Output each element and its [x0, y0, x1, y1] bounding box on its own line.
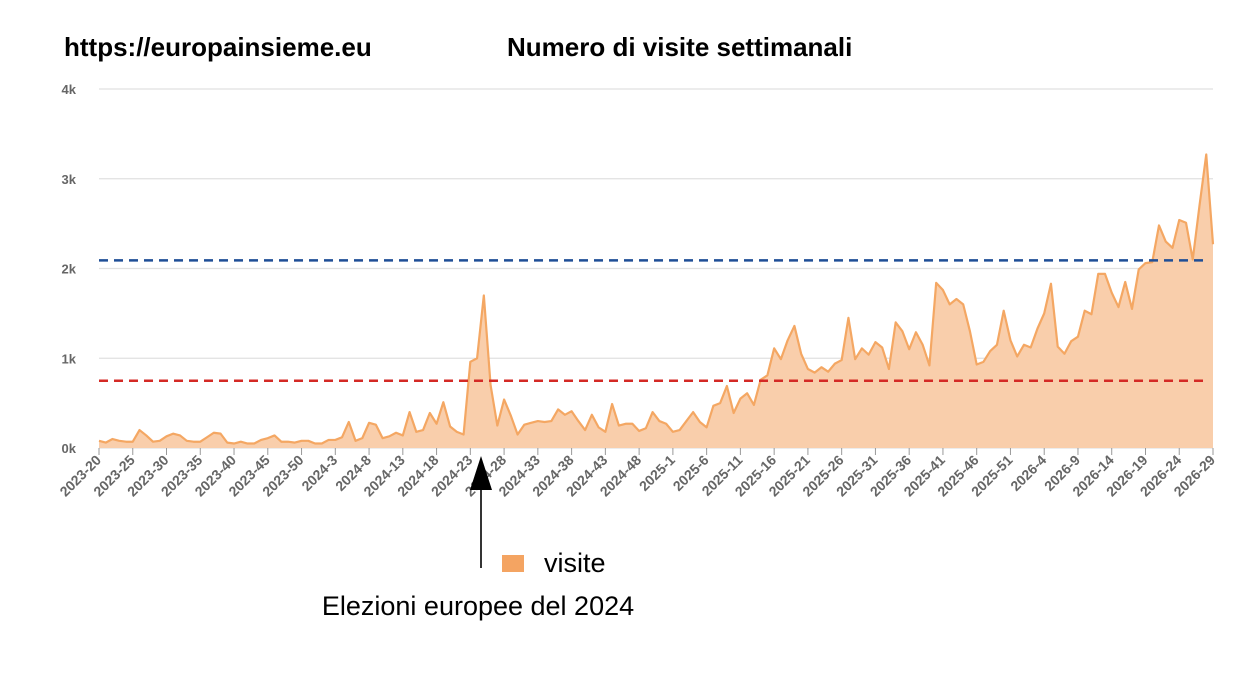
y-axis-ticks: 0k 1k 2k 3k 4k: [62, 82, 77, 456]
y-tick-label: 4k: [62, 82, 77, 97]
election-annotation: Elezioni europee del 2024: [321, 591, 635, 621]
visite-line: [98, 153, 1215, 445]
site-url: https://europainsieme.eu: [64, 32, 372, 62]
x-tick-label: 2024-3: [298, 452, 340, 494]
reference-lines: [99, 259, 1207, 382]
chart-title: Numero di visite settimanali: [507, 32, 853, 62]
visite-area: [99, 154, 1213, 448]
arrow-head-icon: [470, 456, 492, 490]
y-tick-label: 2k: [62, 262, 77, 277]
x-tick-label: 2026-4: [1007, 452, 1049, 494]
x-axis-ticks: 2023-202023-252023-302023-352023-402023-…: [56, 448, 1218, 499]
legend-label: visite: [544, 548, 606, 578]
election-arrow: [470, 456, 492, 568]
y-tick-label: 1k: [62, 351, 77, 366]
y-tick-label: 0k: [62, 441, 77, 456]
y-tick-label: 3k: [62, 172, 77, 187]
legend: visite: [502, 548, 606, 579]
x-tick-label: 2025-1: [636, 452, 678, 494]
legend-swatch: [502, 555, 524, 572]
